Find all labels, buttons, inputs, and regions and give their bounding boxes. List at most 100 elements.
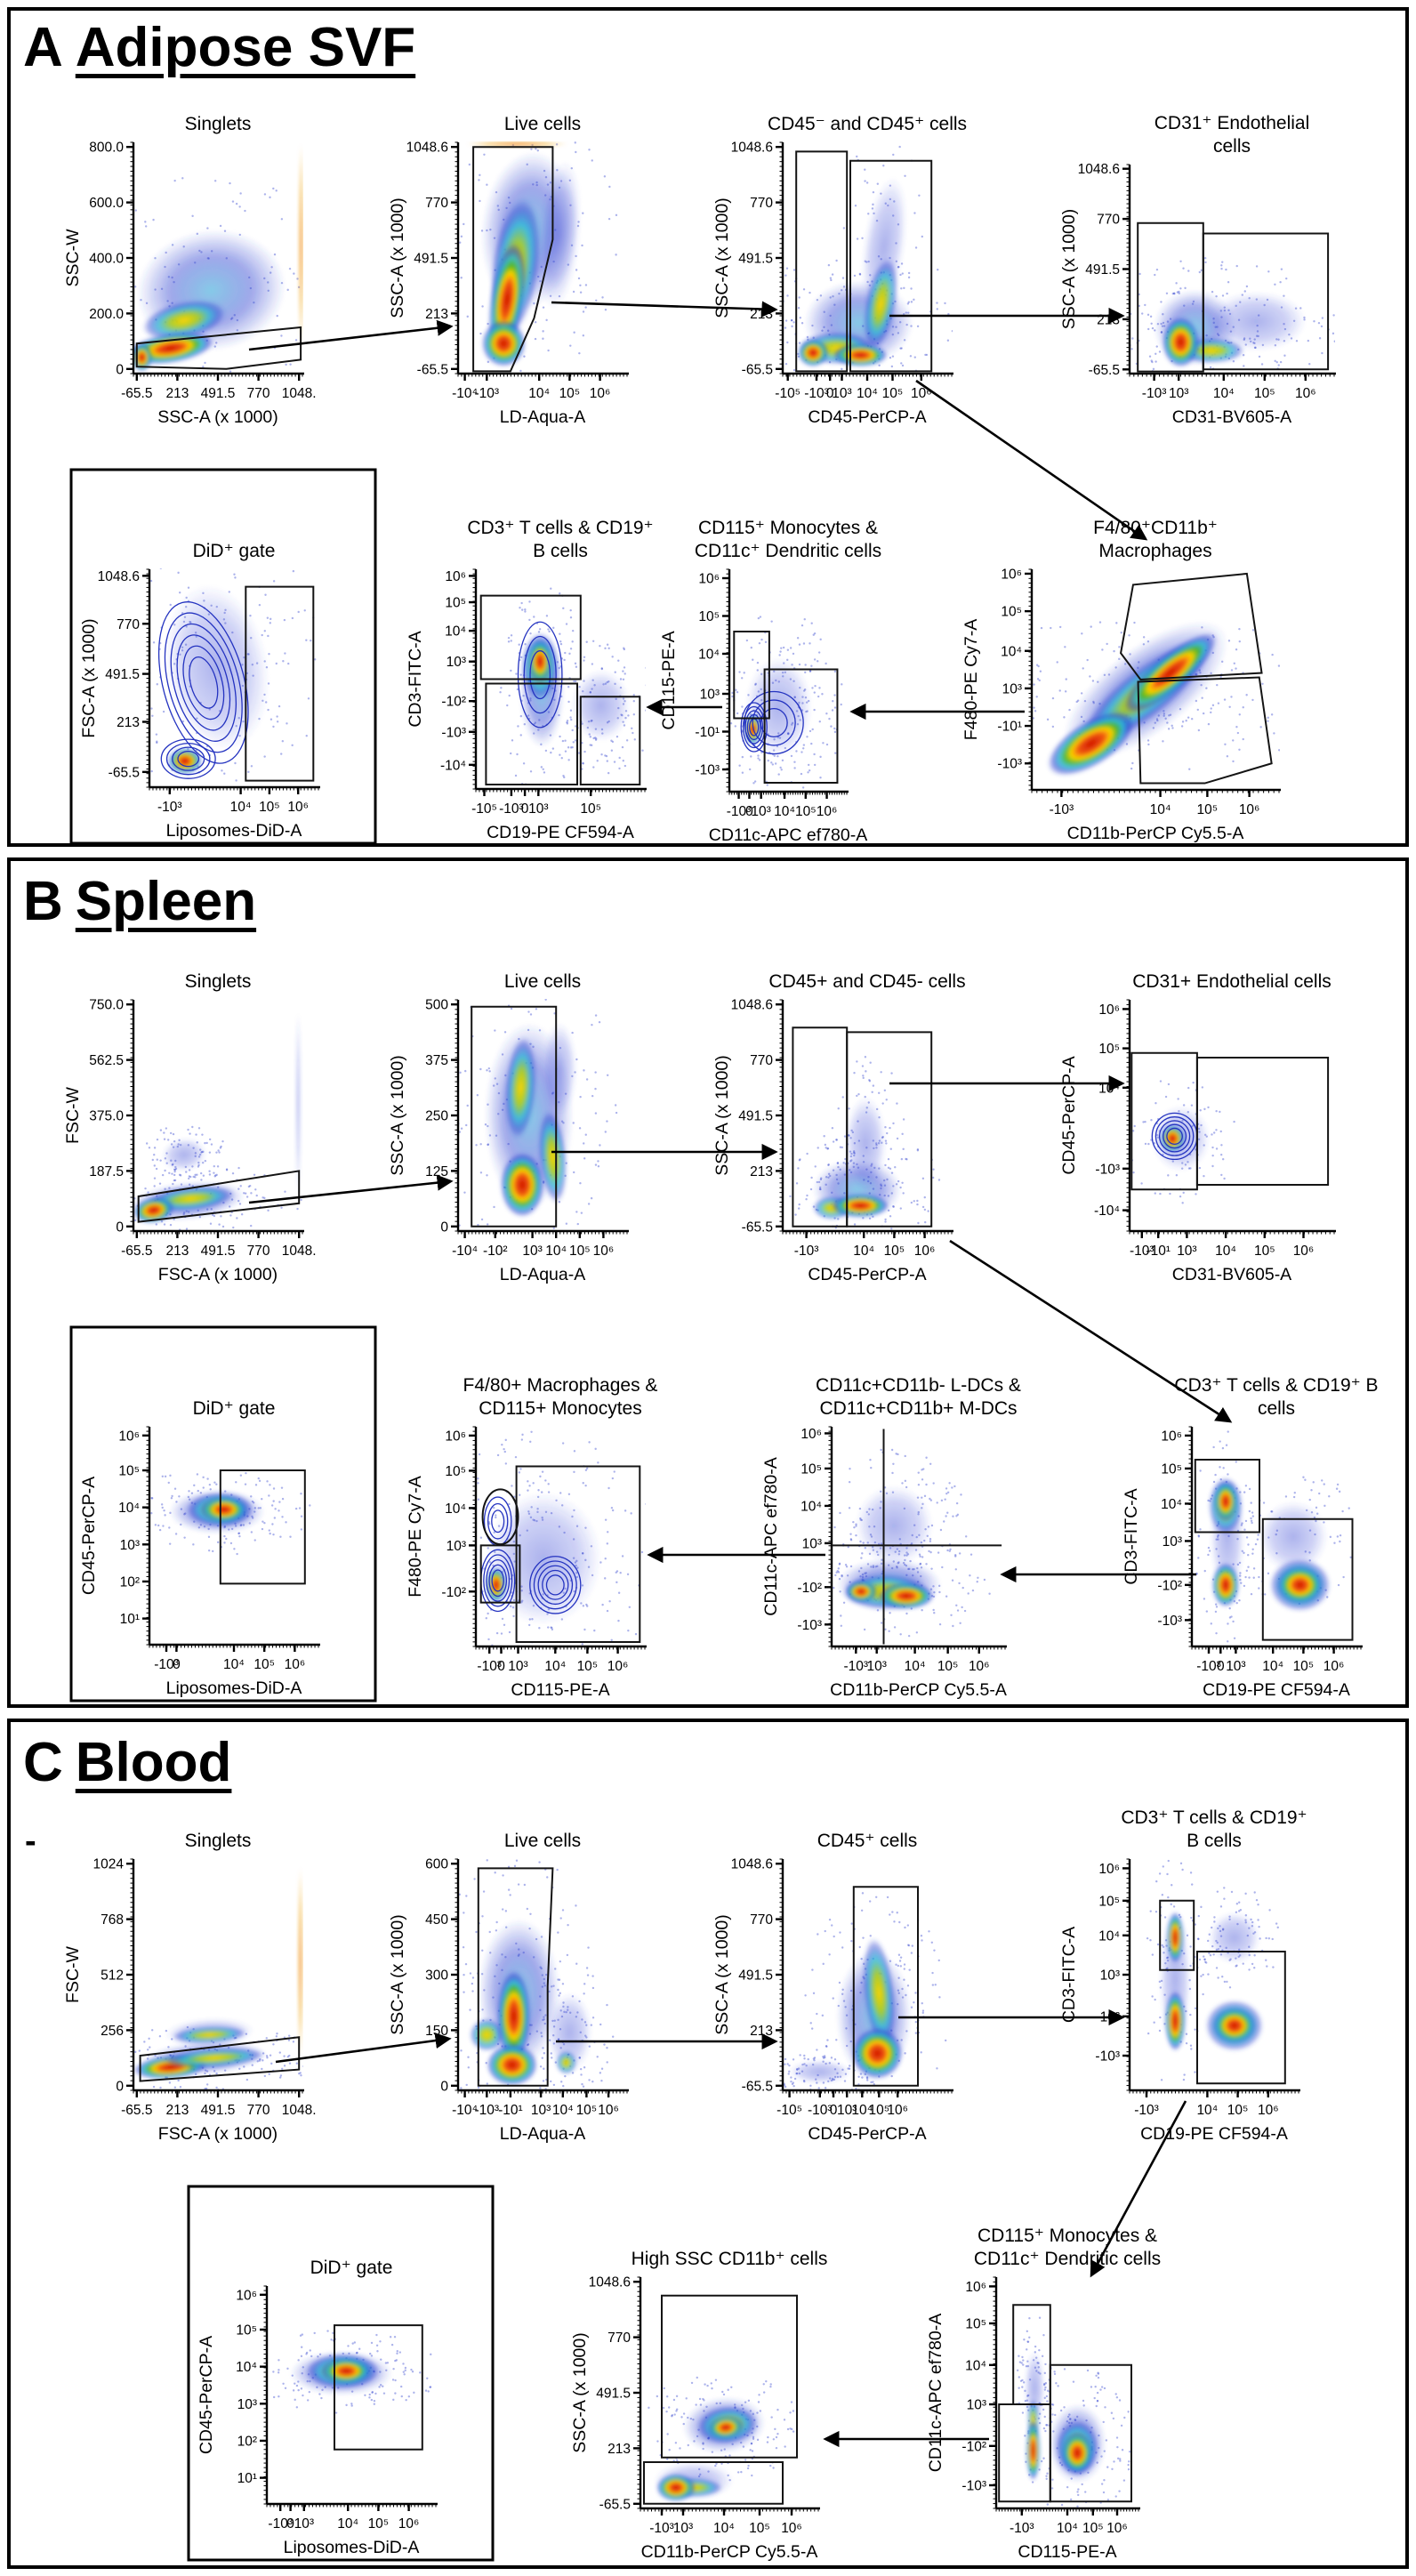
axes (1025, 568, 1281, 797)
y-tick-label: 770 (750, 1912, 773, 1928)
x-tick-label: 10⁵ (259, 800, 280, 815)
x-tick-label: 0 (745, 804, 753, 819)
x-axis-label: CD115-PE-A (511, 1680, 609, 1700)
x-axis-label: SSC-A (x 1000) (157, 407, 278, 427)
plot-title: cells (1258, 1398, 1295, 1419)
y-axis-label: SSC-A (x 1000) (712, 197, 732, 318)
plot-title: CD45⁺ cells (817, 1831, 918, 1851)
x-tick-label: -10³ (499, 801, 524, 817)
x-axis-label: CD31-BV605-A (1172, 407, 1291, 427)
axes (1122, 164, 1336, 381)
x-tick-label: -10³ (1010, 2521, 1034, 2536)
gating-arrow (551, 301, 778, 318)
y-tick-label: 10⁶ (1161, 1429, 1182, 1444)
x-tick-label: 10⁵ (795, 804, 817, 819)
y-tick-label: 300 (425, 1968, 448, 1984)
y-tick-label: 10³ (447, 1539, 466, 1554)
x-tick-label: -65.5 (121, 2103, 152, 2118)
x-tick-label: 491.5 (201, 386, 236, 401)
y-tick-label: 10⁴ (801, 1499, 822, 1514)
x-tick-label: -10³ (727, 804, 752, 819)
x-tick-label: 10⁴ (1057, 2521, 1078, 2536)
x-tick-label: 10⁵ (580, 801, 601, 817)
plot-title: DiD⁺ gate (310, 2258, 393, 2278)
y-tick-label: 0 (116, 362, 124, 377)
gate (849, 159, 933, 373)
x-tick-label: 10⁶ (1293, 1244, 1315, 1259)
y-tick-label: 187.5 (89, 1164, 124, 1179)
plot-c-live: Live cells -10⁴-10³ -10¹ 10³ 10⁴ 10⁵ 10⁶ 0 150 30… (388, 1831, 629, 2144)
y-tick-label: 0 (440, 1220, 448, 1235)
y-tick-label: 1048.6 (98, 569, 140, 584)
x-tick-label: 10⁵ (884, 1244, 905, 1259)
plot-a-singlets: Singlets -65.5 213 491.5 770 1048. 0 200.0 400.0… (63, 114, 317, 427)
y-tick-label: 1048.6 (589, 2275, 631, 2290)
y-tick-label: 10⁴ (445, 1501, 466, 1517)
contour-line (1155, 1116, 1195, 1156)
plot-a-f480: F4/80⁺CD11b⁺ Macrophages -10³ 10⁴ 10⁵ 10⁶ -10³… (961, 518, 1281, 843)
y-tick-label: 10⁶ (236, 2288, 257, 2303)
plot-b-ldc: CD11c+CD11b- L-DCs &CD11c+CD11b+ M-DCs -1… (761, 1375, 1021, 1700)
y-tick-label: -10³ (695, 763, 720, 778)
axes (776, 141, 953, 381)
x-tick-label: -10³ (1130, 1244, 1155, 1259)
x-tick-label: 10⁴ (853, 1244, 874, 1259)
x-tick-label: 0 (830, 2103, 838, 2118)
x-tick-label: -10³ (794, 1244, 819, 1259)
y-axis-label: CD3-FITC-A (1059, 1927, 1079, 2023)
density-blobs (133, 1865, 303, 2091)
density-blobs (1015, 2316, 1131, 2508)
gate (245, 585, 315, 782)
x-tick-label: 1048. (282, 2103, 317, 2118)
x-tick-label: -10³ (157, 800, 182, 815)
gate (998, 2403, 1051, 2503)
x-tick-label: 10⁶ (598, 2103, 619, 2118)
y-tick-label: 10⁵ (445, 596, 466, 611)
contour-line (486, 1559, 511, 1602)
density-blobs (1195, 1430, 1352, 1643)
plot-title: CD115⁺ Monocytes & (978, 2226, 1157, 2246)
contour-line (164, 612, 243, 753)
gating-arrows-b (248, 1075, 1233, 1583)
axes (126, 1858, 304, 2097)
x-axis-label: CD19-PE CF594-A (1140, 2124, 1288, 2144)
x-tick-label: -10³ (477, 1659, 502, 1674)
y-tick-label: 10⁶ (965, 2280, 986, 2295)
panel-a-header: A Adipose SVF (23, 16, 415, 79)
x-tick-label: -10¹ (1146, 1244, 1171, 1259)
y-axis-label: SSC-A (x 1000) (388, 1914, 407, 2034)
x-tick-label: 0 (826, 386, 834, 401)
gate (733, 631, 770, 720)
y-tick-label: 10¹ (120, 1612, 140, 1627)
y-tick-label: 770 (750, 1053, 773, 1068)
y-tick-label: 10⁴ (1161, 1497, 1182, 1512)
plot-a-live: Live cells -10⁴-10³ 10⁴ 10⁵ 10⁶ -65.5 213 491.5… (388, 114, 629, 427)
density-blobs (149, 568, 317, 788)
x-tick-label: 10⁵ (559, 386, 581, 401)
y-tick-label: 10⁴ (118, 1501, 140, 1516)
plot-title: CD11c⁺ Dendritic cells (974, 2249, 1161, 2269)
x-axis-label: LD-Aqua-A (500, 1265, 585, 1284)
y-tick-label: 491.5 (738, 1968, 773, 1984)
x-tick-label: -10² (483, 1244, 508, 1259)
axes (989, 2276, 1140, 2516)
y-axis-label: SSC-A (x 1000) (388, 1055, 407, 1175)
panel-a-letter: A (23, 17, 63, 78)
plot-a-cd31: CD31⁺ Endothelial cells -10³ 10³ 10⁴ 10⁵ 10⁶ -6… (1059, 113, 1336, 427)
y-tick-label: 375.0 (89, 1109, 124, 1124)
x-tick-label: -10³ (804, 386, 829, 401)
y-tick-label: 10⁵ (1098, 1894, 1120, 1909)
axes (776, 999, 953, 1238)
axes (1122, 999, 1336, 1238)
y-axis-label: SSC-W (63, 229, 83, 287)
contour-line (491, 1509, 505, 1534)
y-tick-label: 770 (425, 196, 448, 211)
y-tick-label: -10³ (441, 725, 466, 740)
plot-title: Live cells (504, 114, 581, 134)
gate (477, 1867, 554, 2087)
plot-b-cd31: CD31+ Endothelial cells-10³-10¹ 10³ 10⁴ 10⁵… (1059, 971, 1336, 1284)
gating-arrow (248, 1174, 454, 1204)
x-tick-label: 213 (165, 2103, 189, 2118)
contour-line (529, 1556, 582, 1614)
